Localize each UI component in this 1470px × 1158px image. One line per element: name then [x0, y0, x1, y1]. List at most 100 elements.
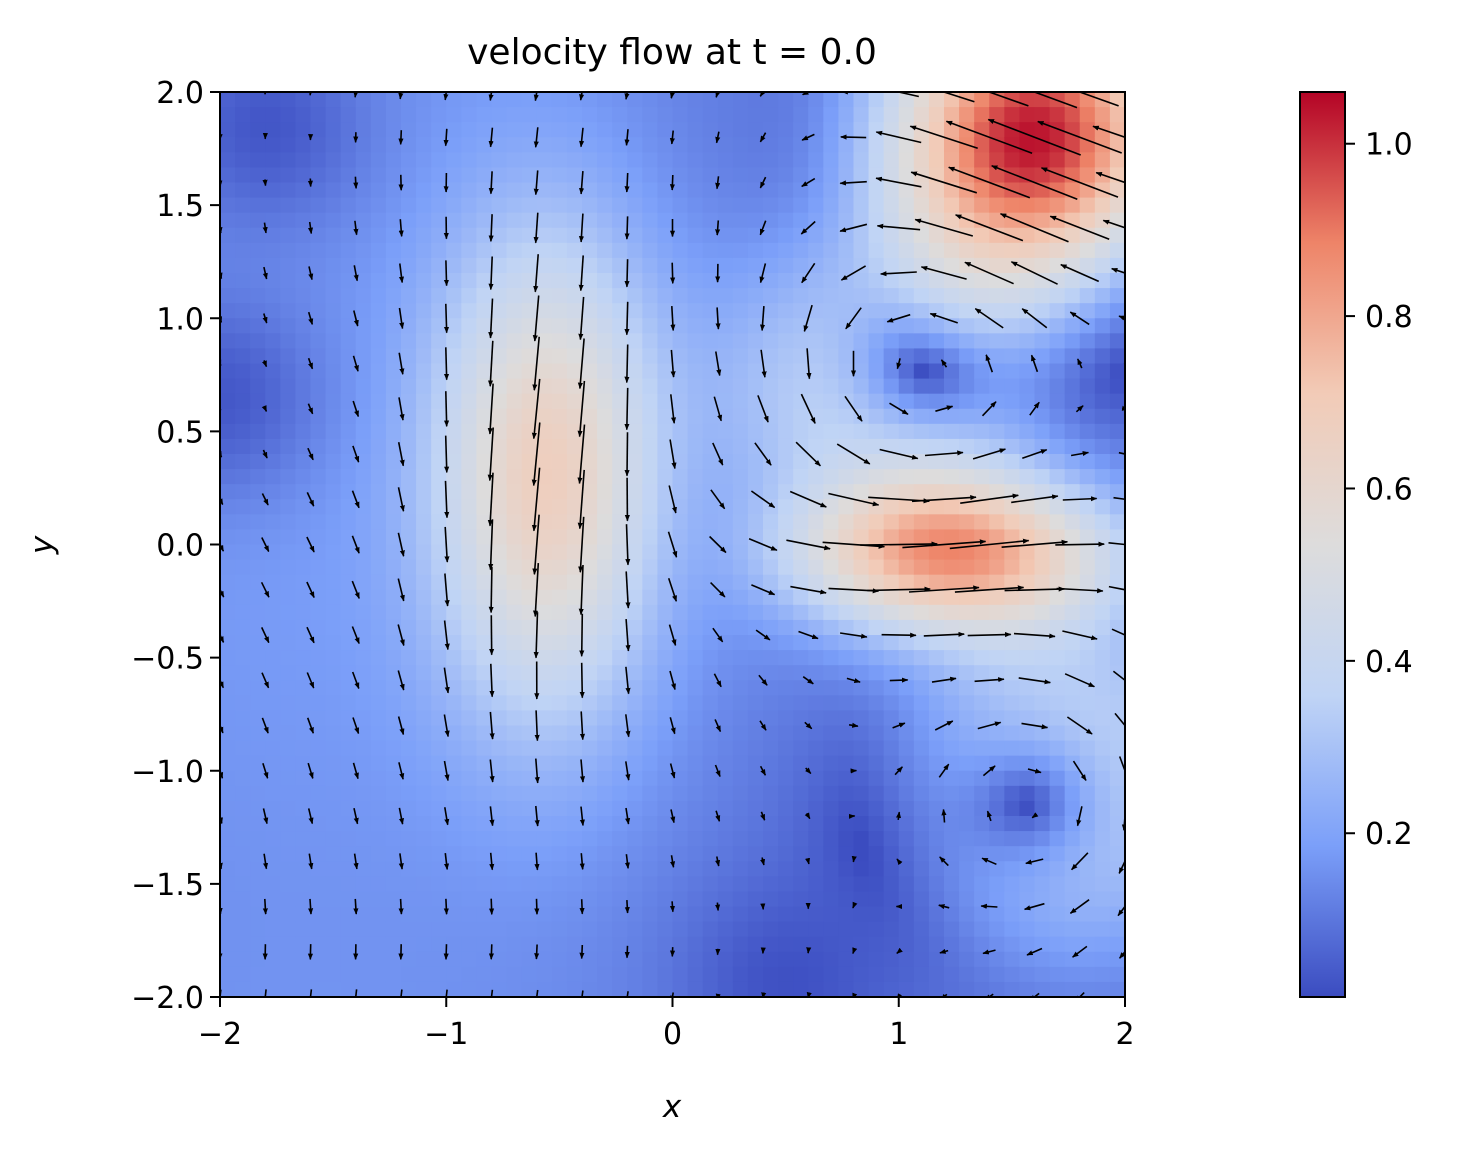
heatmap-cell: [340, 846, 357, 862]
heatmap-cell: [250, 665, 266, 681]
heatmap-cell: [612, 831, 628, 847]
heatmap-cell: [868, 740, 885, 757]
heatmap-cell: [823, 635, 840, 651]
heatmap-cell: [536, 846, 553, 862]
heatmap-cell: [657, 966, 674, 983]
heatmap-cell: [1094, 966, 1111, 983]
heatmap-cell: [355, 635, 372, 651]
heatmap-cell: [250, 137, 266, 153]
heatmap-cell: [235, 499, 251, 515]
heatmap-cell: [310, 107, 327, 123]
heatmap-cell: [944, 831, 960, 847]
heatmap-cell: [944, 438, 960, 455]
heatmap-cell: [250, 816, 266, 832]
heatmap-cell: [1079, 831, 1096, 847]
heatmap-cell: [853, 227, 870, 244]
heatmap-cell: [974, 635, 990, 651]
heatmap-cell: [401, 695, 417, 712]
heatmap-cell: [989, 378, 1005, 395]
heatmap-cell: [521, 785, 538, 802]
heatmap-cell: [778, 665, 794, 681]
heatmap-cell: [220, 92, 236, 108]
heatmap-cell: [265, 559, 281, 576]
heatmap-cell: [220, 318, 236, 334]
velocity-arrow: [754, 442, 772, 466]
heatmap-cell: [310, 816, 327, 832]
heatmap-cell: [536, 227, 553, 244]
heatmap-cell: [566, 137, 583, 153]
heatmap-cell: [642, 227, 659, 244]
heatmap-cell: [974, 152, 990, 169]
heatmap-cell: [672, 755, 689, 772]
velocity-arrow: [397, 670, 405, 691]
heatmap-cell: [717, 288, 734, 304]
heatmap-cell: [672, 242, 689, 259]
heatmap-cell: [747, 574, 764, 591]
heatmap-cell: [370, 876, 387, 893]
heatmap-cell: [1019, 242, 1036, 259]
velocity-arrow: [624, 991, 630, 997]
heatmap-cell: [536, 212, 553, 229]
velocity-arrow: [1037, 120, 1122, 154]
heatmap-cell: [265, 966, 281, 983]
heatmap-cell: [627, 635, 643, 651]
heatmap-cell: [566, 906, 583, 923]
heatmap-cell: [355, 785, 372, 802]
heatmap-cell: [747, 604, 764, 621]
heatmap-cell: [461, 740, 478, 757]
heatmap-cell: [883, 137, 900, 153]
heatmap-cell: [702, 167, 719, 184]
heatmap-cell: [551, 680, 568, 696]
heatmap-cell: [280, 695, 297, 712]
heatmap-cell: [944, 846, 960, 862]
heatmap-cell: [506, 212, 523, 229]
heatmap-cell: [642, 891, 659, 908]
heatmap-cell: [687, 514, 704, 531]
heatmap-cell: [325, 785, 342, 802]
heatmap-cell: [1064, 680, 1081, 696]
heatmap-cell: [506, 122, 523, 138]
heatmap-cell: [340, 544, 357, 561]
heatmap-cell: [1019, 619, 1036, 636]
heatmap-cell: [672, 725, 689, 742]
heatmap-cell: [989, 740, 1005, 757]
velocity-arrow: [351, 671, 360, 690]
velocity-arrow: [715, 220, 721, 236]
heatmap-cell: [959, 589, 975, 606]
heatmap-cell: [416, 891, 432, 908]
velocity-arrow: [444, 526, 450, 563]
heatmap-cell: [793, 921, 809, 938]
heatmap-cell: [642, 544, 659, 561]
heatmap-cell: [732, 363, 749, 380]
heatmap-cell: [853, 650, 870, 666]
heatmap-cell: [491, 876, 508, 893]
heatmap-cell: [687, 891, 704, 908]
heatmap-cell: [355, 800, 372, 817]
velocity-arrow: [1004, 586, 1066, 592]
heatmap-cell: [401, 288, 417, 304]
heatmap-cell: [944, 800, 960, 817]
heatmap-cell: [280, 951, 297, 968]
heatmap-cell: [928, 800, 945, 817]
velocity-arrow: [220, 768, 224, 779]
heatmap-cell: [898, 454, 915, 470]
heatmap-cell: [657, 423, 674, 440]
heatmap-cell: [491, 197, 508, 214]
heatmap-cell: [1079, 589, 1096, 606]
heatmap-cell: [793, 197, 809, 214]
heatmap-cell: [853, 152, 870, 169]
heatmap-cell: [793, 559, 809, 576]
heatmap-cell: [898, 378, 915, 395]
heatmap-cell: [944, 770, 960, 787]
heatmap-cell: [732, 318, 749, 334]
velocity-arrow: [670, 855, 676, 868]
heatmap-cell: [597, 107, 613, 123]
heatmap-cell: [702, 816, 719, 832]
heatmap-cell: [1034, 921, 1051, 938]
heatmap-cell: [325, 619, 342, 636]
heatmap-cell: [732, 242, 749, 259]
heatmap-cell: [687, 152, 704, 169]
heatmap-cell: [1004, 499, 1021, 515]
heatmap-cell: [928, 755, 945, 772]
heatmap-cell: [597, 981, 613, 997]
